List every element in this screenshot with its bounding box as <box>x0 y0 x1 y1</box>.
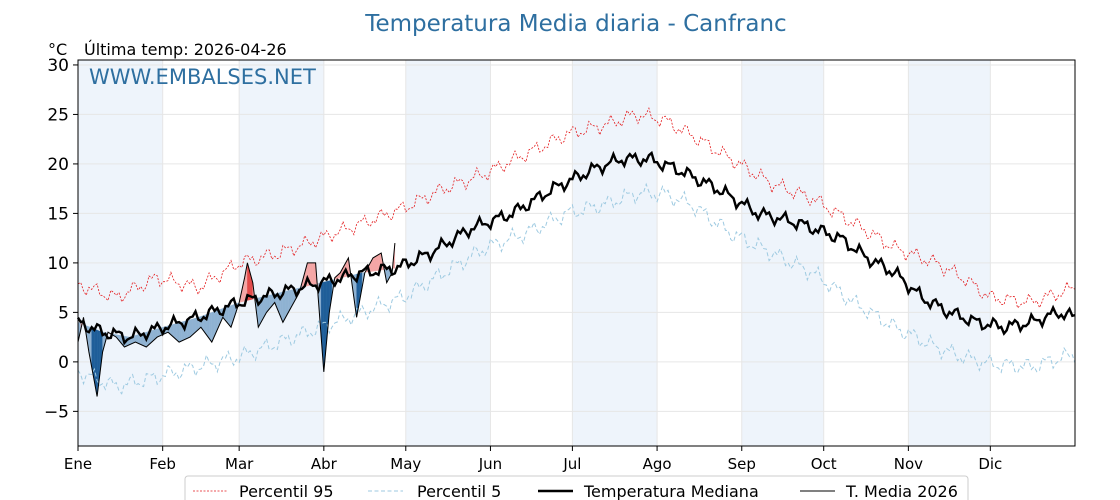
watermark: WWW.EMBALSES.NET <box>89 65 316 89</box>
last-temp-label: Última temp: 2026-04-26 <box>84 40 287 59</box>
y-tick-label: 20 <box>47 155 69 175</box>
warm-anomaly-fill <box>312 262 316 285</box>
month-band <box>78 60 163 446</box>
legend-percentile-95-label: Percentil 95 <box>239 482 334 500</box>
y-tick-label: 0 <box>58 353 69 373</box>
chart-title: Temperatura Media diaria - Canfranc <box>364 11 786 37</box>
warm-anomaly-fill <box>372 256 376 272</box>
x-tick-label: May <box>390 455 421 473</box>
y-tick-label: 30 <box>47 56 69 76</box>
x-tick-label: Feb <box>149 455 176 473</box>
cold-anomaly-fill <box>208 312 212 343</box>
median-line <box>76 150 1076 346</box>
unit-label: °C <box>48 40 67 59</box>
y-tick-label: −5 <box>44 402 69 422</box>
x-tick-label: Ago <box>643 455 672 473</box>
legend-median-label: Temperatura Mediana <box>583 482 759 500</box>
legend-box <box>184 475 969 500</box>
warm-anomaly-fill <box>375 254 379 272</box>
x-tick-label: Jul <box>562 455 581 473</box>
month-band <box>572 60 658 446</box>
month-band <box>908 60 991 446</box>
x-tick-label: Abr <box>311 455 338 473</box>
y-axis: −5 0 5 10 15 20 25 30 <box>44 56 78 422</box>
grid-lines <box>77 60 1075 446</box>
month-band <box>741 60 824 446</box>
percentile-95-line <box>77 107 1076 309</box>
legend-percentile-5-label: Percentil 5 <box>417 482 501 500</box>
x-tick-label: Mar <box>225 455 254 473</box>
percentile-5-line <box>77 182 1076 395</box>
x-axis: Ene Feb Mar Abr May Jun Jul Ago Sep Oct Nov Dic <box>64 446 1002 473</box>
x-tick-label: Dic <box>978 455 1002 473</box>
x-tick-label: Sep <box>728 455 756 473</box>
current-year-line <box>77 243 396 397</box>
x-tick-label: Nov <box>894 455 923 473</box>
x-tick-label: Ene <box>64 455 92 473</box>
month-bands <box>78 60 991 446</box>
warm-anomaly-fill <box>310 262 314 286</box>
x-tick-label: Jun <box>478 455 502 473</box>
x-tick-label: Oct <box>811 455 837 473</box>
legend-current-year-label: T. Media 2026 <box>845 482 958 500</box>
legend: Percentil 95 Percentil 5 Temperatura Media… <box>184 475 969 500</box>
y-tick-label: 25 <box>47 105 69 125</box>
y-tick-label: 15 <box>47 204 69 224</box>
series-lines <box>76 107 1076 397</box>
y-tick-label: 10 <box>47 254 69 274</box>
y-tick-label: 5 <box>58 303 69 323</box>
plot-frame <box>77 59 1076 447</box>
cold-anomaly-fill <box>176 322 180 343</box>
